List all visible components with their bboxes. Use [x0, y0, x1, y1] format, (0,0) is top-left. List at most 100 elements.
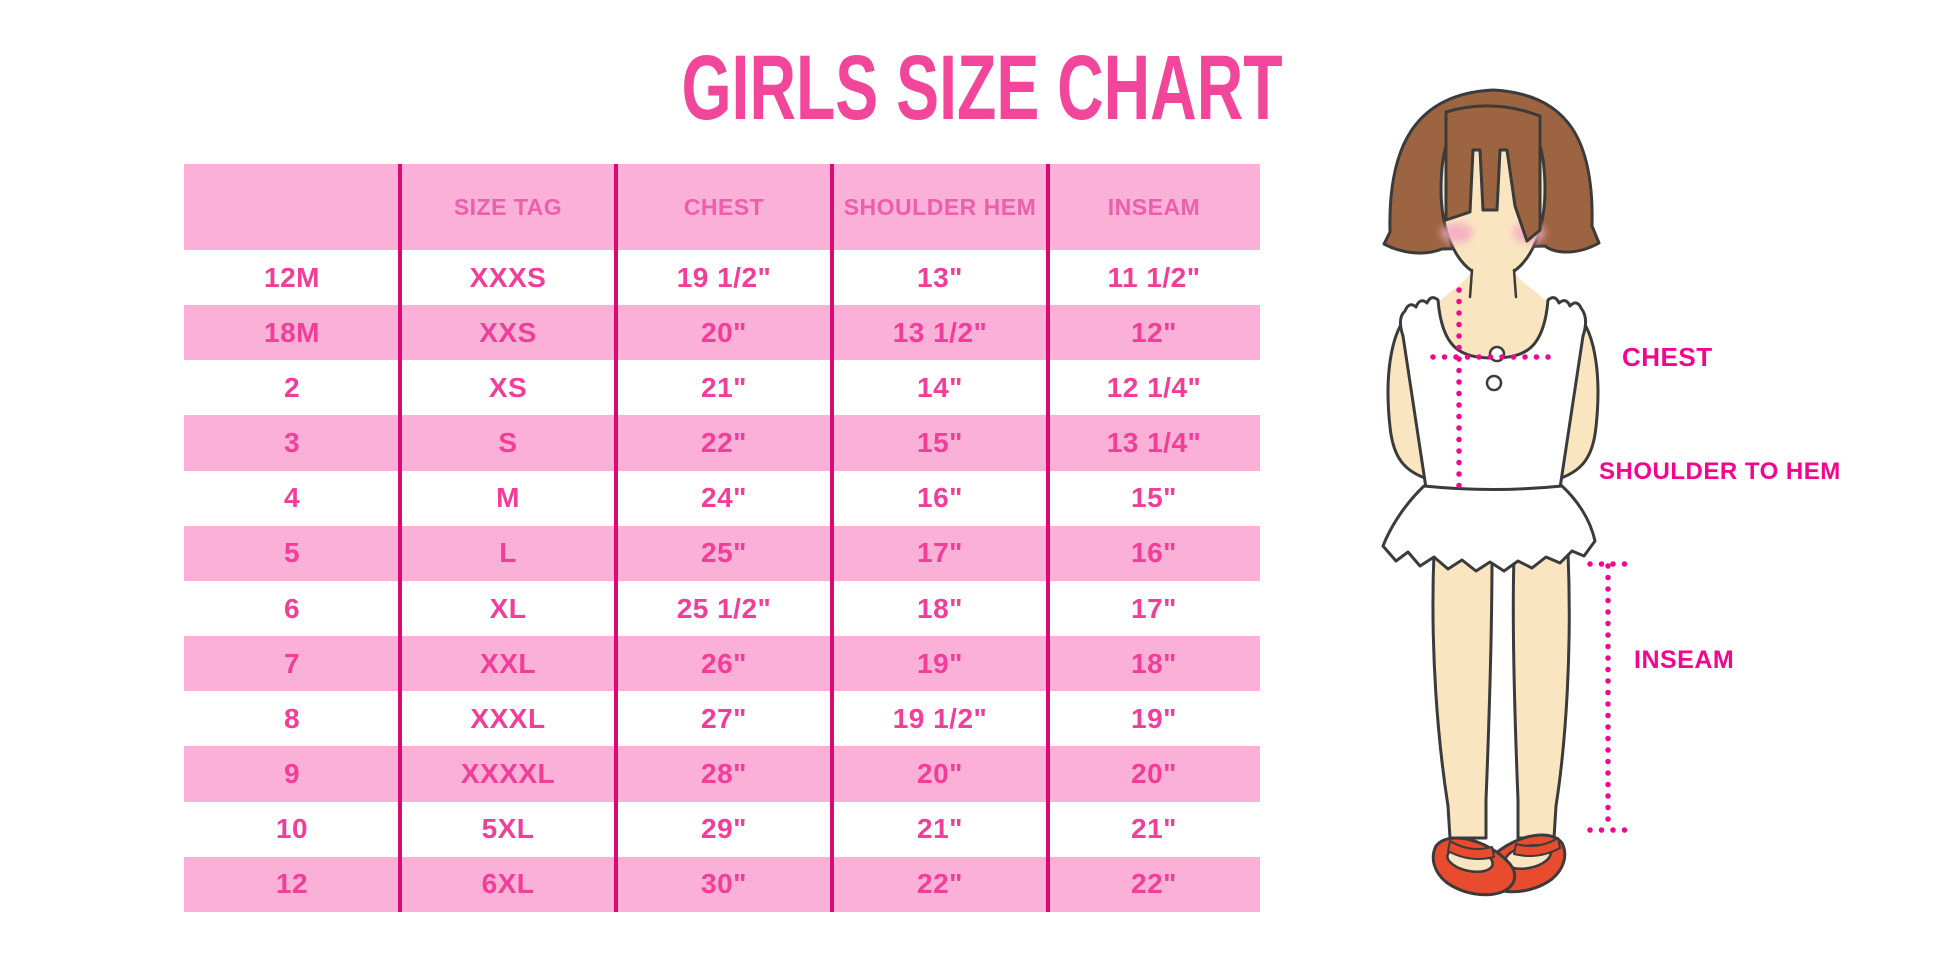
table-cell: 20" [917, 757, 963, 789]
table-cell: 6 [283, 592, 301, 624]
table-cell: 13" [917, 261, 963, 293]
header-cell: CHEST [683, 193, 765, 220]
table-cell: 24" [701, 482, 747, 514]
table-cell: 18" [917, 592, 963, 624]
header-cell: SHOULDER HEM [843, 193, 1037, 220]
table-cell: 17" [1131, 592, 1177, 624]
column-divider [398, 164, 402, 912]
table-cell: 13 1/2" [892, 316, 988, 348]
table-cell: 7 [283, 647, 301, 679]
table-cell: XS [488, 371, 528, 403]
girl-skirt [1381, 484, 1597, 573]
table-cell: 15" [917, 427, 963, 459]
table-cell: XXXL [470, 702, 546, 734]
table-cell: 19" [917, 647, 963, 679]
table-cell: 18" [1131, 647, 1177, 679]
table-cell: 13 1/4" [1106, 427, 1202, 459]
table-cell: 21" [701, 371, 747, 403]
shoulder-to-hem-label: SHOULDER TO HEM [1599, 458, 1841, 485]
table-cell: 17" [917, 537, 963, 569]
table-cell: 6XL [481, 868, 535, 900]
table-cell: 19" [1131, 702, 1177, 734]
page-title: GIRLS SIZE CHART [681, 37, 1283, 139]
table-cell: XXL [480, 647, 536, 679]
girl-neck-line-left [1468, 268, 1474, 299]
table-row: 2 XS 21" 14" 12 1/4" [184, 360, 1260, 416]
table-row: SIZE TAG CHEST SHOULDER HEM INSEAM [184, 164, 1260, 250]
girl-leg-left [1431, 550, 1494, 840]
table-row: 7 XXL 26" 19" 18" [184, 636, 1260, 692]
table-cell: 20" [1131, 757, 1177, 789]
table-cell: 11 1/2" [1107, 261, 1201, 293]
table-cell: 22" [917, 868, 963, 900]
girl-blush-left [1441, 223, 1473, 243]
header-cell: INSEAM [1107, 193, 1201, 220]
girl-illustration [1381, 88, 1629, 897]
table-cell: XXXXL [460, 757, 556, 789]
table-cell: 18M [264, 316, 320, 348]
table-row: 12 6XL 30" 22" 22" [184, 856, 1260, 912]
table-cell: 21" [917, 813, 963, 845]
table-cell: 9 [283, 757, 301, 789]
girl-neck-line-right [1512, 268, 1518, 299]
table-cell: 10 [275, 813, 309, 845]
girl-button-bottom [1485, 374, 1503, 392]
column-divider [614, 164, 618, 912]
chest-label: CHEST [1622, 342, 1713, 372]
girl-neck-skin [1436, 270, 1550, 360]
table-cell: 25" [701, 537, 747, 569]
table-row: 18M XXS 20" 13 1/2" 12" [184, 305, 1260, 361]
table-row: 12M XXXS 19 1/2" 13" 11 1/2" [184, 250, 1260, 306]
table-row: 4 M 24" 16" 15" [184, 470, 1260, 526]
girl-bangs [1444, 104, 1542, 243]
table-cell: 16" [917, 482, 963, 514]
girl-leg-right [1511, 550, 1571, 840]
header-cell: SIZE TAG [453, 193, 563, 220]
table-cell: 20" [701, 316, 747, 348]
table-cell: 19 1/2" [676, 261, 772, 293]
table-cell: 22" [1131, 868, 1177, 900]
size-table: SIZE TAG CHEST SHOULDER HEM INSEAM 12M XXXS 19… [184, 164, 1260, 912]
table-cell: XXS [479, 316, 537, 348]
table-cell: 5 [283, 537, 301, 569]
table-cell: 12 1/4" [1106, 371, 1202, 403]
table-cell: 25 1/2" [676, 592, 772, 624]
table-row: 6 XL 25 1/2" 18" 17" [184, 580, 1260, 637]
measurement-figure: CHEST SHOULDER TO HEM INSEAM [1300, 0, 1946, 973]
table-cell: 16" [1131, 537, 1177, 569]
table-cell: 22" [701, 427, 747, 459]
table-cell: 30" [701, 868, 747, 900]
table-row: 3 S 22" 15" 13 1/4" [184, 415, 1260, 471]
table-row: 5 L 25" 17" 16" [184, 525, 1260, 581]
table-cell: 15" [1131, 482, 1177, 514]
table-row: 9 XXXXL 28" 20" 20" [184, 746, 1260, 802]
table-cell: 27" [701, 702, 747, 734]
table-cell: 12M [264, 261, 320, 293]
table-cell: S [498, 427, 518, 459]
table-cell: 8 [283, 702, 301, 734]
table-cell: 5XL [481, 813, 535, 845]
table-cell: 12" [1131, 316, 1177, 348]
table-cell: L [499, 537, 517, 569]
table-cell: 2 [283, 371, 301, 403]
table-cell: 28" [701, 757, 747, 789]
table-cell: 21" [1131, 813, 1177, 845]
table-row: 10 5XL 29" 21" 21" [184, 801, 1260, 857]
table-cell: 29" [701, 813, 747, 845]
girl-bodice [1398, 296, 1588, 493]
header-cell [184, 164, 400, 250]
inseam-label: INSEAM [1634, 646, 1735, 674]
table-cell: M [496, 482, 520, 514]
table-cell: 26" [701, 647, 747, 679]
table-cell: 3 [283, 427, 301, 459]
table-cell: 14" [917, 371, 963, 403]
column-divider [1046, 164, 1050, 912]
table-cell: 19 1/2" [892, 702, 988, 734]
girl-shoe-left [1431, 836, 1517, 897]
table-cell: XXXS [469, 261, 547, 293]
column-divider [830, 164, 834, 912]
table-row: 8 XXXL 27" 19 1/2" 19" [184, 691, 1260, 747]
table-cell: XL [489, 592, 527, 624]
table-cell: 4 [283, 482, 301, 514]
